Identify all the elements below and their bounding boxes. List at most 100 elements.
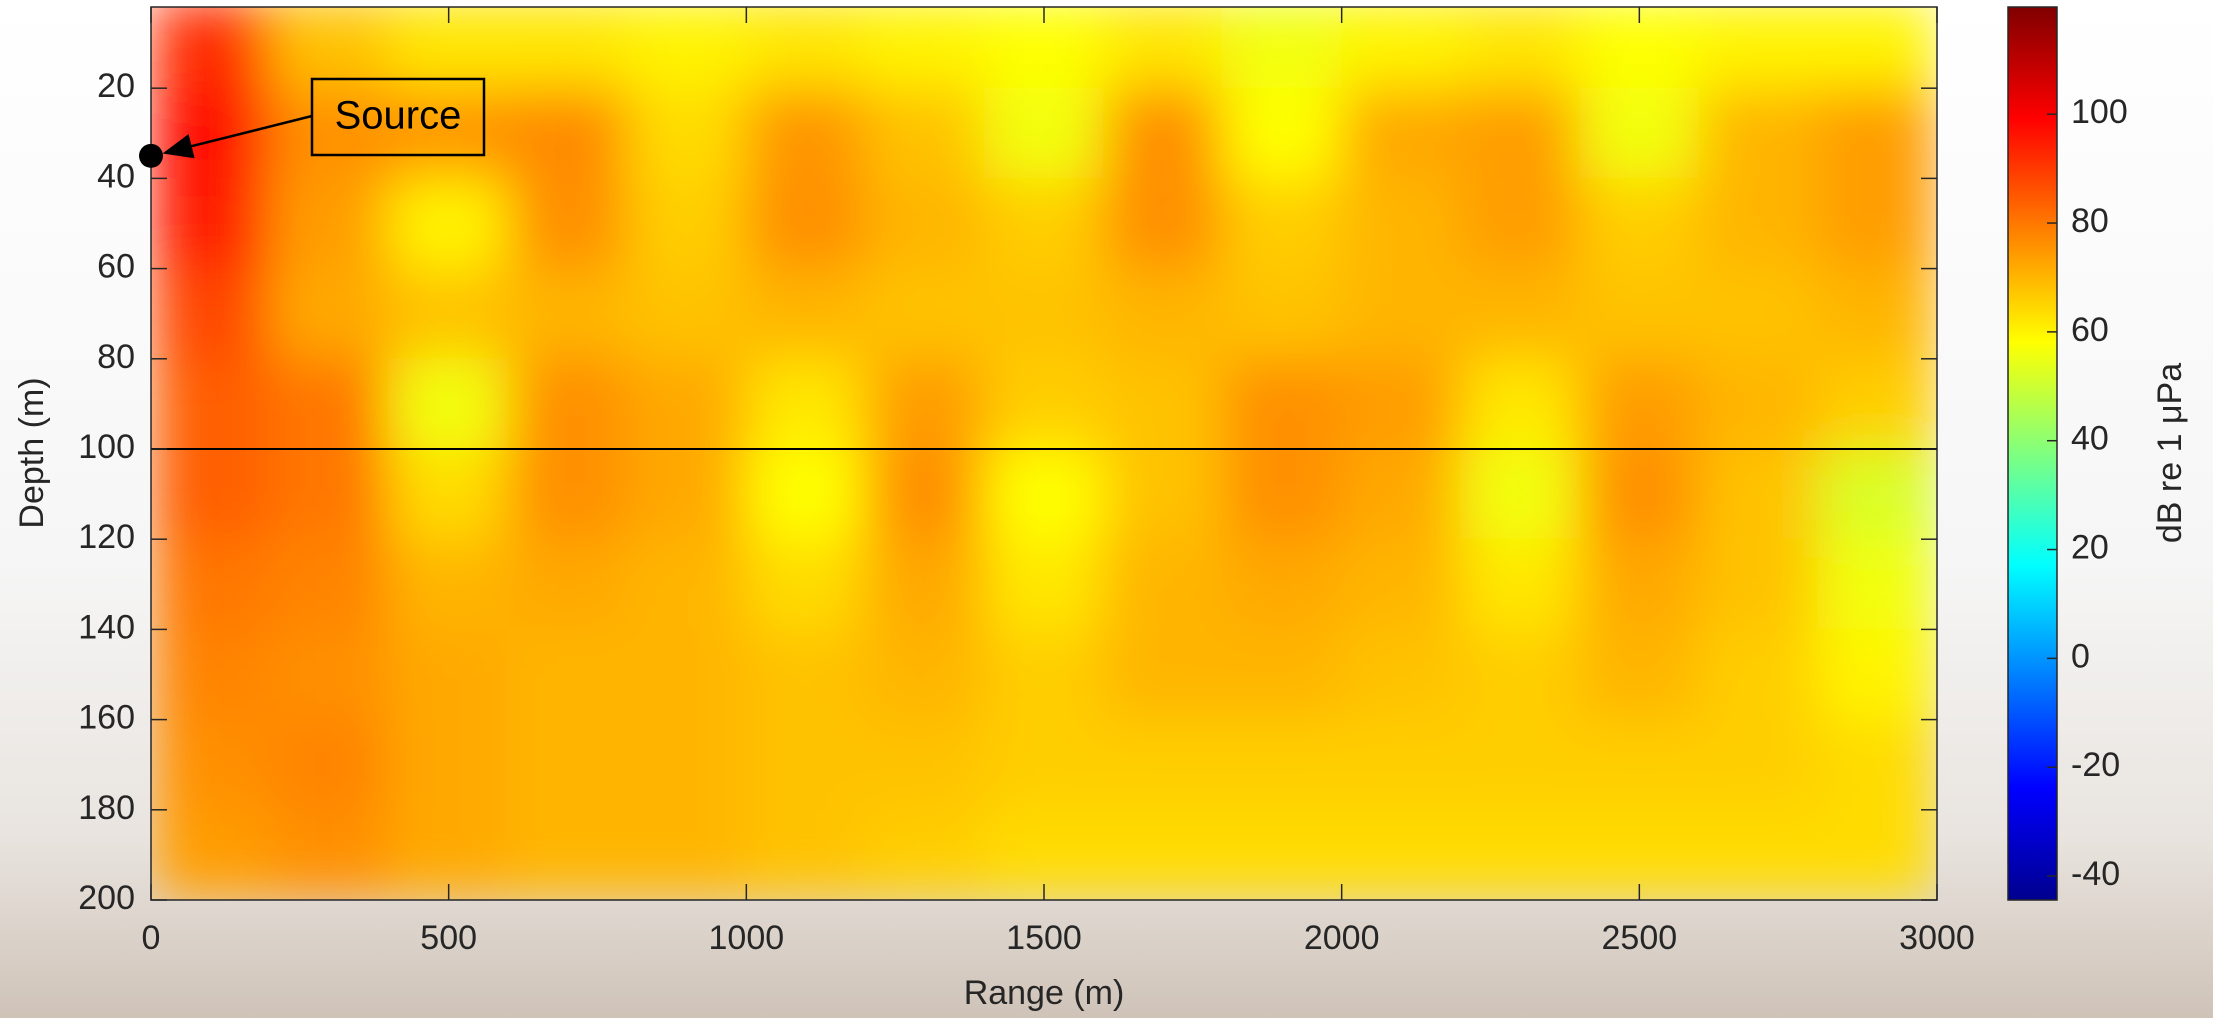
heatmap-cell <box>983 719 1105 811</box>
heatmap-cell <box>1222 538 1343 630</box>
heatmap-cell <box>388 628 509 721</box>
heatmap-cell <box>1222 719 1343 811</box>
colorbar-tick-label: -20 <box>2071 746 2120 784</box>
heatmap-cell <box>507 448 628 540</box>
x-tick-label: 1000 <box>709 919 785 957</box>
heatmap-cell <box>1579 177 1700 270</box>
heatmap-cell <box>507 358 628 450</box>
heatmap-cell <box>1222 87 1343 179</box>
heatmap-cell <box>1222 628 1343 721</box>
heatmap-cell <box>269 268 390 360</box>
heatmap-cell <box>626 87 747 179</box>
heatmap-cell <box>1341 7 1462 89</box>
heatmap-cell <box>626 448 747 540</box>
heatmap-cell <box>1103 538 1224 630</box>
colorbar-tick-label: 100 <box>2071 93 2128 131</box>
heatmap-cell <box>507 7 628 89</box>
heatmap-cell <box>1460 268 1581 360</box>
heatmap-cell <box>1698 87 1819 179</box>
heatmap-cell <box>626 177 747 270</box>
heatmap-cell <box>1341 448 1462 540</box>
heatmap-cell <box>151 809 271 900</box>
heatmap-cell <box>388 177 509 270</box>
heatmap-cell <box>1103 448 1224 540</box>
colorbar <box>2007 6 2058 901</box>
heatmap <box>151 7 1937 900</box>
source-arrow <box>162 114 313 159</box>
x-tick-label: 2500 <box>1602 919 1678 957</box>
heatmap-cell <box>1698 7 1819 89</box>
heatmap-cell <box>1103 809 1224 900</box>
heatmap-cell <box>1341 538 1462 630</box>
heatmap-cell <box>1103 358 1224 450</box>
heatmap-cell <box>1817 719 1937 811</box>
source-point <box>139 143 163 168</box>
heatmap-cell <box>626 628 747 721</box>
heatmap-cell <box>1341 268 1462 360</box>
heatmap-cell <box>1579 448 1700 540</box>
heatmap-cell <box>1698 358 1819 450</box>
y-tick-label: 160 <box>78 699 135 737</box>
heatmap-cell <box>864 177 985 270</box>
heatmap-cell <box>1341 177 1462 270</box>
heatmap-cell <box>507 719 628 811</box>
heatmap-cell <box>626 719 747 811</box>
heatmap-cell <box>1460 87 1581 179</box>
heatmap-cell <box>388 358 509 450</box>
heatmap-cell <box>745 7 866 89</box>
heatmap-cell <box>1817 628 1937 721</box>
heatmap-cell <box>1222 448 1343 540</box>
heatmap-cell <box>1817 809 1937 900</box>
heatmap-cell <box>388 448 509 540</box>
heatmap-cell <box>1341 358 1462 450</box>
heatmap-cell <box>151 268 271 360</box>
heatmap-cell <box>151 7 271 89</box>
x-axis-label: Range (m) <box>964 974 1125 1012</box>
heatmap-cell <box>1341 809 1462 900</box>
y-tick-label: 120 <box>78 518 135 556</box>
heatmap-cell <box>269 719 390 811</box>
heatmap-cell <box>626 809 747 900</box>
heatmap-cell <box>269 7 390 89</box>
heatmap-cell <box>1698 268 1819 360</box>
heatmap-cell <box>1460 538 1581 630</box>
heatmap-cell <box>983 628 1105 721</box>
heatmap-cell <box>1222 177 1343 270</box>
heatmap-cell <box>1460 628 1581 721</box>
heatmap-cell <box>1698 628 1819 721</box>
heatmap-cell <box>626 538 747 630</box>
heatmap-cell <box>1698 809 1819 900</box>
heatmap-cell <box>1103 177 1224 270</box>
x-tick-label: 2000 <box>1304 919 1380 957</box>
source-label: Source <box>335 94 462 138</box>
heatmap-cell <box>864 268 985 360</box>
colorbar-tick-label: 20 <box>2071 529 2109 567</box>
y-tick-label: 140 <box>78 608 135 646</box>
heatmap-cell <box>1341 628 1462 721</box>
heatmap-cell <box>1103 268 1224 360</box>
heatmap-cell <box>1460 177 1581 270</box>
y-tick-label: 20 <box>97 67 135 105</box>
heatmap-cell <box>269 87 390 179</box>
heatmap-cell <box>151 87 271 179</box>
y-tick-label: 200 <box>78 879 135 917</box>
colorbar-tick-label: 0 <box>2071 637 2090 675</box>
x-tick-label: 1500 <box>1006 919 1082 957</box>
heatmap-cell <box>864 809 985 900</box>
heatmap-cell <box>745 809 866 900</box>
heatmap-cell <box>388 87 509 179</box>
heatmap-cell <box>1817 538 1937 630</box>
heatmap-cell <box>507 538 628 630</box>
heatmap-cell <box>1579 628 1700 721</box>
heatmap-cell <box>983 87 1105 179</box>
heatmap-cell <box>745 448 866 540</box>
colorbar-tick-label: 80 <box>2071 202 2109 240</box>
source-box <box>310 77 486 157</box>
heatmap-cell <box>507 87 628 179</box>
heatmap-cell <box>1579 268 1700 360</box>
heatmap-cell <box>1341 719 1462 811</box>
heatmap-cell <box>1103 719 1224 811</box>
heatmap-cell <box>151 538 271 630</box>
